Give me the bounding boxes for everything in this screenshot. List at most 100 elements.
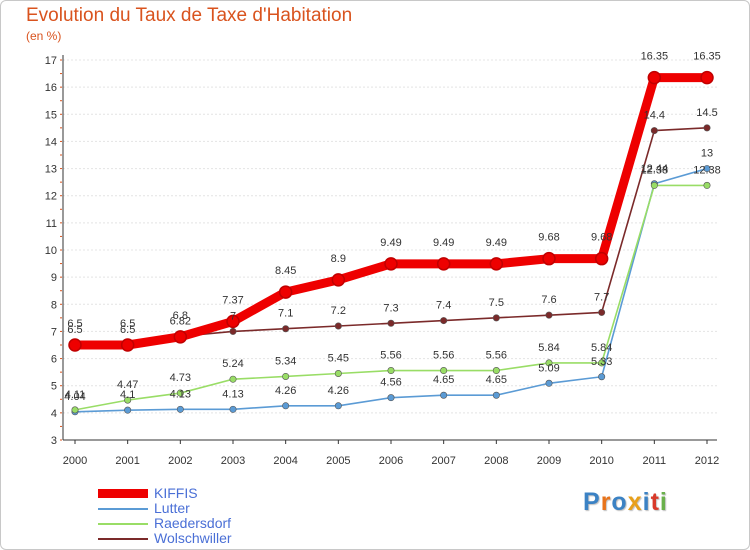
legend-item-lutter: Lutter: [98, 501, 298, 516]
data-label-wolschwiller: 6.5: [67, 324, 82, 336]
data-point-raedersdorf: [71, 406, 79, 414]
x-tick-label: 2006: [379, 455, 403, 467]
data-point-lutter: [598, 373, 606, 381]
legend-swatch-wolschwiller: [98, 538, 148, 540]
data-label-kiffis: 8.9: [331, 253, 346, 265]
logo-letter: o: [611, 488, 628, 516]
data-point-kiffis: [700, 70, 714, 85]
x-tick-label: 2005: [326, 455, 350, 467]
data-label-kiffis: 9.49: [486, 237, 507, 249]
x-tick-label: 2004: [273, 455, 297, 467]
y-tick-label: 6: [51, 354, 57, 366]
legend-item-raedersdorf: Raedersdorf: [98, 516, 298, 531]
data-point-wolschwiller: [492, 314, 500, 322]
y-tick-label: 4: [51, 408, 57, 420]
data-point-raedersdorf: [229, 375, 237, 383]
data-point-kiffis: [331, 273, 346, 287]
data-point-wolschwiller: [334, 322, 342, 330]
logo-letter: t: [650, 488, 660, 516]
chart-subtitle: (en %): [26, 29, 62, 43]
chart-title: Evolution du Taux de Taxe d'Habitation: [26, 5, 353, 26]
data-label-lutter: 12.44: [641, 163, 669, 175]
legend-label-raedersdorf: Raedersdorf: [154, 515, 232, 531]
data-label-wolschwiller: 7.4: [436, 300, 451, 312]
x-tick-label: 2011: [643, 455, 667, 467]
data-point-wolschwiller: [545, 311, 553, 319]
data-label-raedersdorf: 4.11: [65, 389, 86, 401]
data-label-kiffis: 16.35: [693, 51, 721, 63]
data-label-wolschwiller: 7: [230, 310, 236, 322]
data-point-raedersdorf: [545, 359, 553, 367]
data-point-lutter: [703, 165, 711, 173]
data-label-wolschwiller: 14.5: [696, 107, 717, 119]
data-label-kiffis: 8.45: [275, 265, 296, 277]
data-label-raedersdorf: 12.38: [641, 164, 669, 176]
data-point-kiffis: [384, 257, 398, 271]
legend-label-lutter: Lutter: [154, 500, 190, 516]
data-label-wolschwiller: 7.2: [331, 305, 346, 317]
data-point-lutter: [387, 394, 395, 402]
data-point-wolschwiller: [440, 317, 448, 325]
legend-swatch-raedersdorf: [98, 523, 148, 525]
data-point-kiffis: [68, 338, 82, 352]
data-point-lutter: [334, 402, 342, 410]
legend-label-wolschwiller: Wolschwiller: [154, 530, 232, 546]
data-point-raedersdorf: [387, 367, 395, 375]
logo-letter: r: [600, 488, 612, 516]
data-point-lutter: [124, 406, 132, 414]
data-point-kiffis: [436, 257, 451, 271]
data-label-kiffis: 6.5: [67, 318, 82, 330]
data-label-wolschwiller: 7.3: [383, 302, 398, 314]
legend-label-kiffis: KIFFIS: [154, 485, 198, 501]
data-point-lutter: [229, 405, 237, 413]
data-label-raedersdorf: 5.45: [328, 353, 349, 365]
data-point-kiffis: [120, 338, 135, 352]
y-tick-label: 3: [51, 435, 57, 447]
data-label-raedersdorf: 5.34: [275, 355, 296, 367]
data-label-lutter: 4.65: [486, 374, 507, 386]
data-point-kiffis: [278, 285, 293, 299]
y-tick-label: 12: [45, 191, 57, 203]
data-label-wolschwiller: 7.6: [541, 294, 556, 306]
logo-letter: P: [583, 488, 601, 516]
data-label-wolschwiller: 7.1: [278, 308, 293, 320]
data-point-kiffis: [647, 70, 662, 85]
data-label-raedersdorf: 4.47: [117, 379, 138, 391]
logo-letter: i: [659, 488, 668, 516]
data-label-lutter: 4.26: [275, 385, 296, 397]
y-tick-label: 17: [45, 55, 57, 67]
data-label-raedersdorf: 5.24: [222, 358, 243, 370]
data-label-raedersdorf: 12.38: [693, 164, 721, 176]
data-point-raedersdorf: [176, 389, 184, 397]
data-point-kiffis: [542, 251, 556, 266]
proxiti-logo: Proxiti: [583, 488, 668, 517]
x-tick-label: 2009: [537, 455, 561, 467]
x-tick-label: 2003: [221, 455, 245, 467]
data-point-wolschwiller: [282, 325, 290, 333]
data-label-kiffis: 9.49: [380, 237, 401, 249]
x-tick-label: 2008: [484, 455, 508, 467]
data-label-lutter: 4.13: [170, 388, 191, 400]
data-label-kiffis: 7.37: [222, 294, 243, 306]
data-label-wolschwiller: 7.5: [489, 297, 504, 309]
data-point-raedersdorf: [334, 369, 342, 377]
data-label-wolschwiller: 6.5: [120, 324, 135, 336]
y-tick-label: 16: [45, 82, 57, 94]
data-point-kiffis: [173, 330, 188, 344]
logo-letter: x: [627, 488, 643, 516]
data-label-raedersdorf: 5.56: [486, 350, 507, 362]
y-tick-label: 9: [51, 272, 57, 284]
data-point-lutter: [492, 391, 500, 399]
y-tick-label: 10: [45, 245, 57, 257]
data-label-kiffis: 16.35: [641, 51, 669, 63]
data-label-lutter: 5.09: [538, 362, 559, 374]
data-label-raedersdorf: 5.56: [433, 350, 454, 362]
data-label-lutter: 4.65: [433, 374, 454, 386]
legend-item-kiffis: KIFFIS: [98, 486, 298, 501]
data-label-lutter: 4.26: [328, 385, 349, 397]
data-point-raedersdorf: [124, 396, 132, 404]
y-tick-label: 5: [51, 381, 57, 393]
data-label-raedersdorf: 5.84: [538, 342, 559, 354]
data-point-wolschwiller: [598, 308, 606, 316]
